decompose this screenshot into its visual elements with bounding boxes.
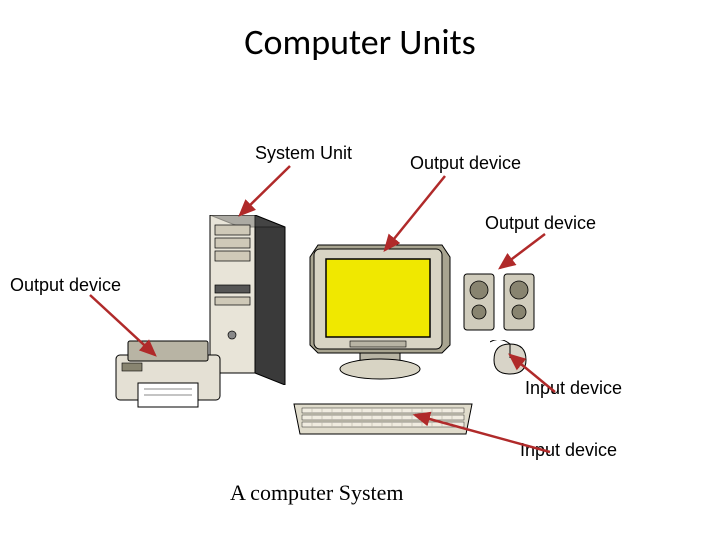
keyboard-icon xyxy=(288,390,478,438)
printer-icon xyxy=(108,335,228,415)
speakers-icon xyxy=(460,268,540,338)
monitor-icon xyxy=(300,235,460,385)
label-input-keyboard: Input device xyxy=(520,440,617,461)
label-input-mouse: Input device xyxy=(525,378,622,399)
label-output-printer: Output device xyxy=(10,275,121,296)
diagram-caption: A computer System xyxy=(230,480,404,506)
label-output-monitor: Output device xyxy=(410,153,521,174)
label-output-speakers: Output device xyxy=(485,213,596,234)
label-system-unit: System Unit xyxy=(255,143,352,164)
mouse-icon xyxy=(490,340,530,378)
page-title: Computer Units xyxy=(0,20,720,64)
